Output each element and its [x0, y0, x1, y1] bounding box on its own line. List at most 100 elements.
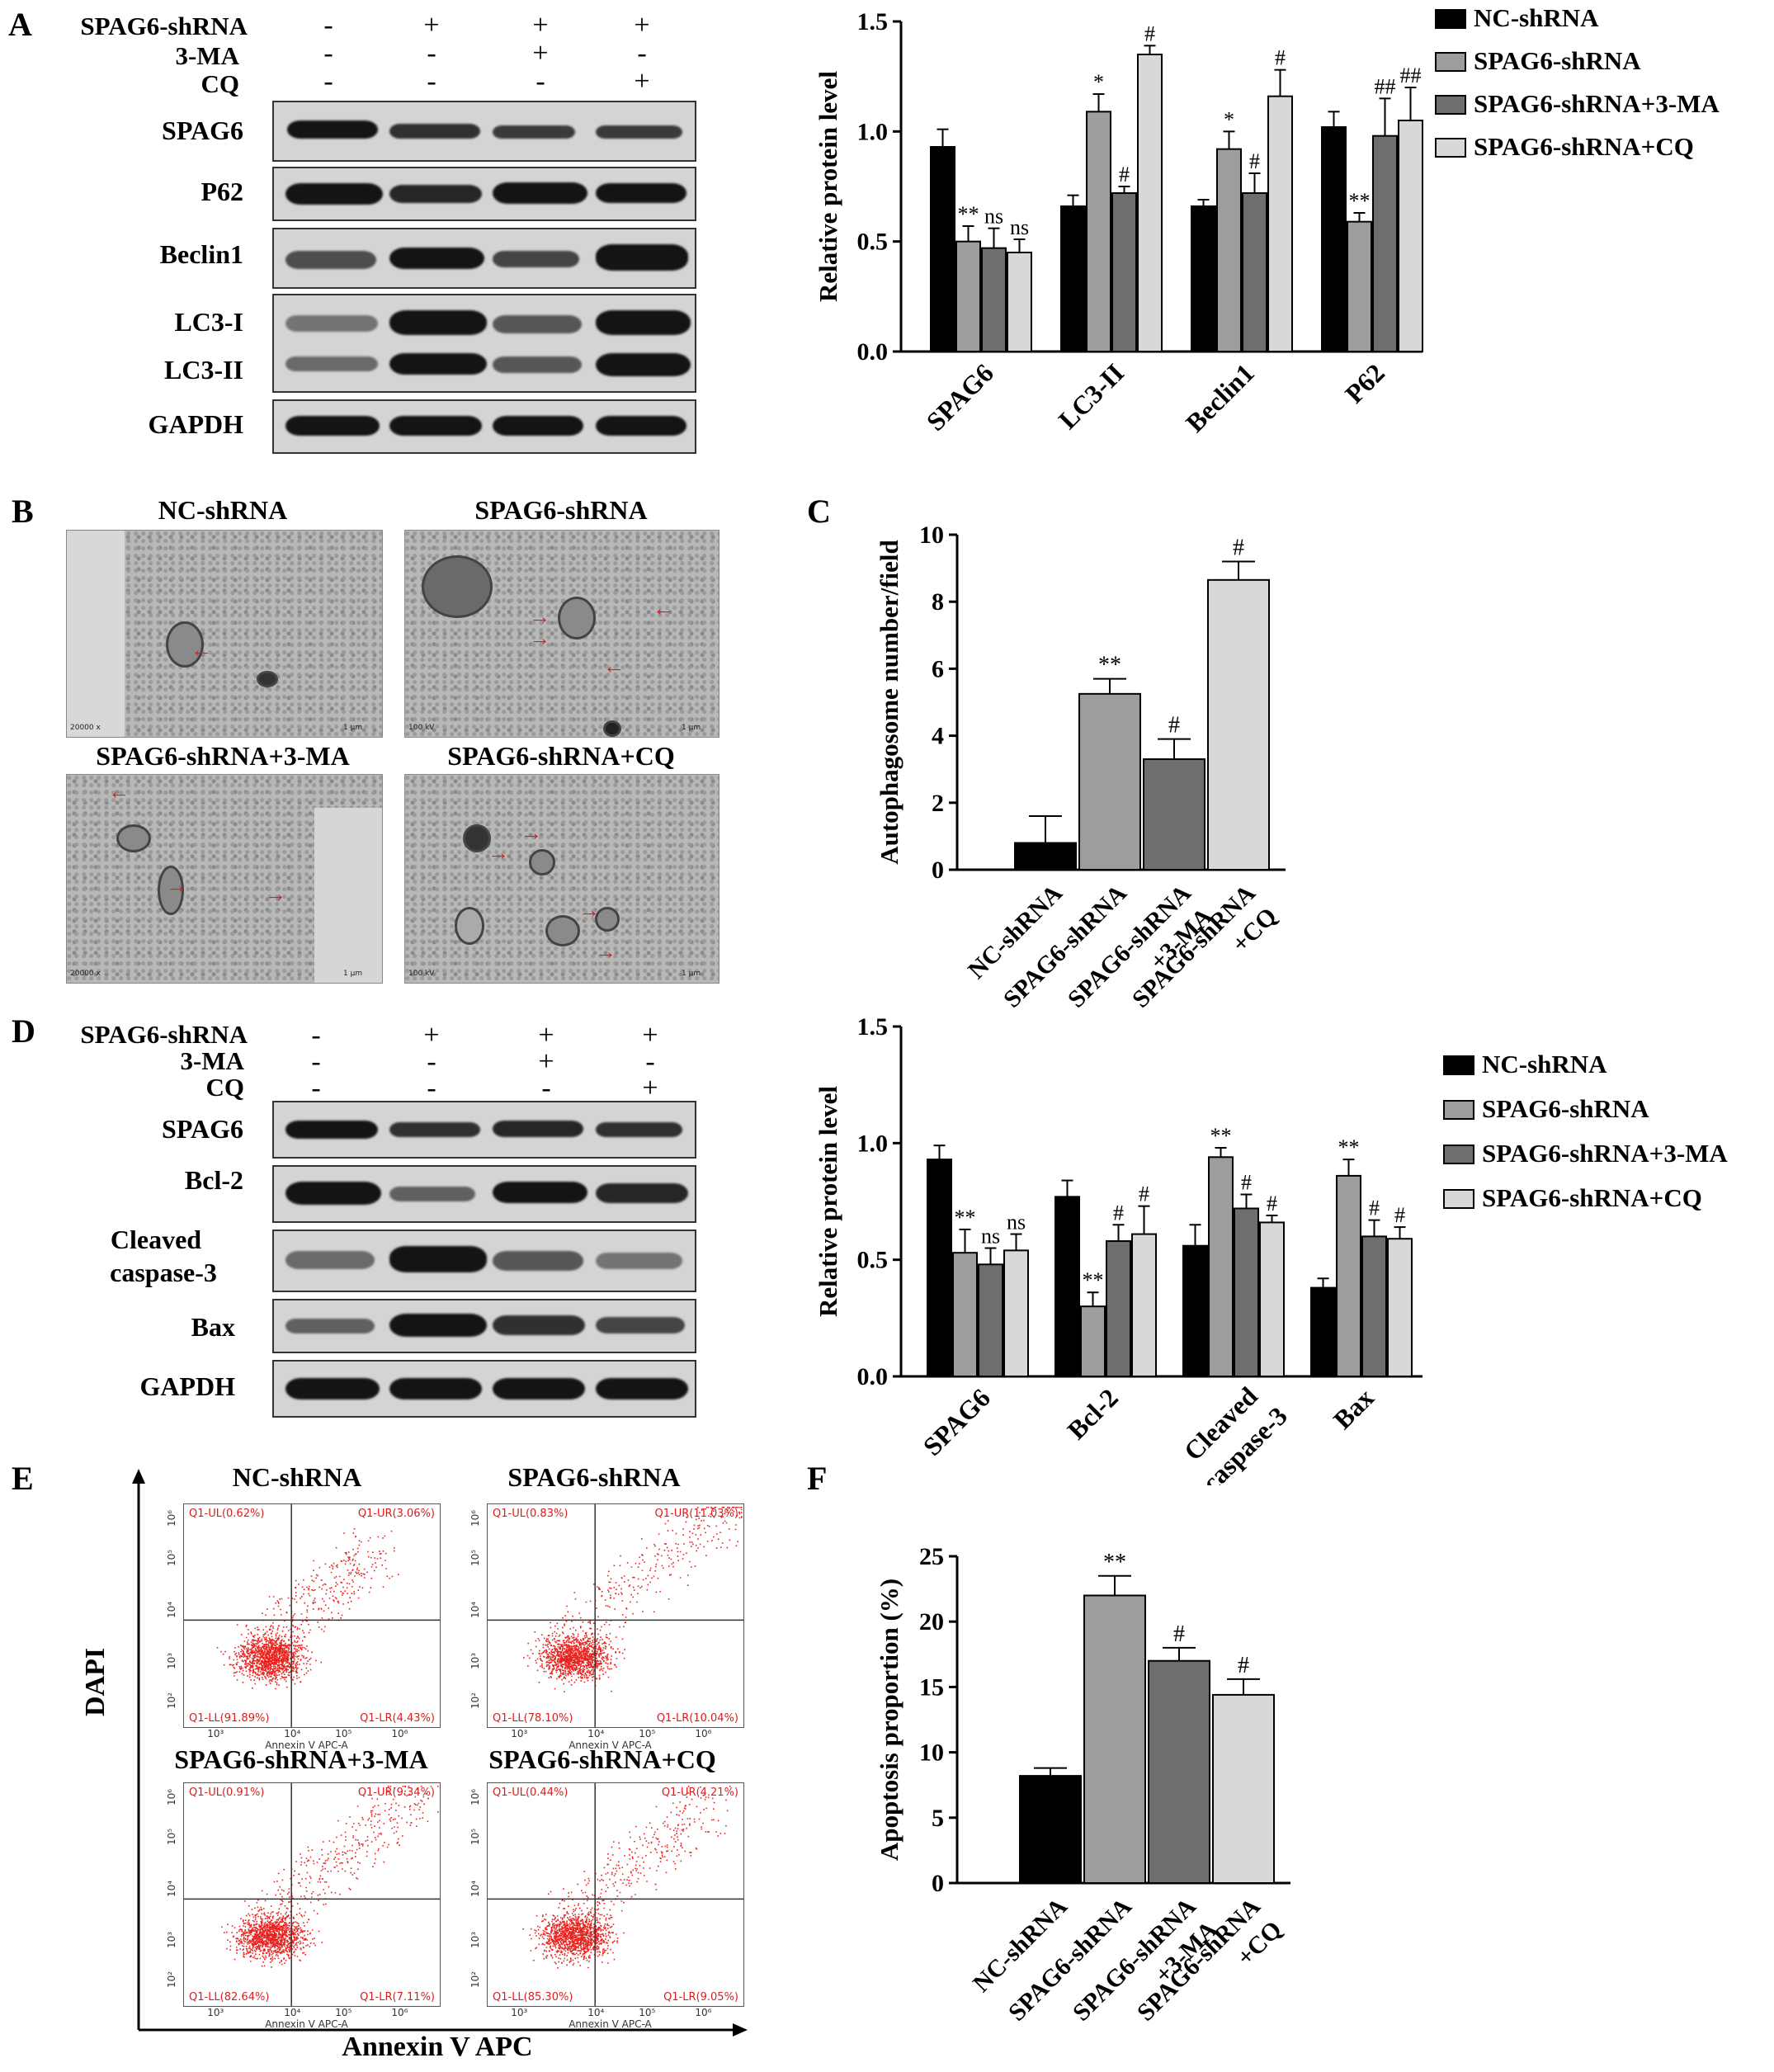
blot-lc3 [272, 294, 696, 393]
em-scale-text: 100 kV [408, 724, 435, 732]
x-tick-label: Bax [1328, 1382, 1380, 1434]
treatment-sign: - [323, 38, 333, 68]
y-tick-label: 0.5 [857, 1247, 889, 1274]
bar [1078, 692, 1141, 871]
flow-tick-label: 10⁵ [469, 1550, 482, 1567]
flow-tick-label: 10⁶ [391, 2007, 408, 2018]
y-tick-label: 1.0 [857, 1130, 889, 1157]
bar [981, 247, 1007, 352]
flow-tick-label: 10² [166, 1692, 178, 1710]
treatment-sign: - [323, 10, 333, 40]
x-tick-label: LC3-II [1053, 357, 1130, 434]
significance-mark: ** [1349, 189, 1371, 213]
autophagosome-arrow-icon: → [529, 605, 550, 629]
flow-y-label: DAPI [80, 1647, 111, 1716]
flow-events [522, 1786, 731, 1969]
panel-letter-c: C [807, 493, 831, 530]
blot-cleaved-caspase3 [272, 1230, 696, 1292]
flow-tick-label: 10³ [511, 1728, 528, 1739]
y-axis-label: Relative protein level [814, 71, 842, 302]
y-axis-label: Relative protein level [814, 1086, 842, 1317]
panel-letter-e: E [12, 1460, 34, 1497]
treatment-sign: + [538, 1020, 554, 1050]
bar [1111, 192, 1137, 352]
quadrant-label: Q1-UL(0.91%) [189, 1786, 265, 1799]
treatment-sign: + [423, 10, 440, 40]
flow-events [216, 1527, 399, 1690]
y-tick-label: 0.0 [857, 338, 889, 366]
flow-tick-label: 10⁵ [335, 2007, 352, 2018]
significance-mark: * [1093, 70, 1104, 94]
y-tick-label: 2 [932, 790, 944, 817]
condition-label: CQ [205, 1073, 245, 1102]
flow-title: SPAG6-shRNA [507, 1462, 681, 1492]
significance-mark: # [1113, 1201, 1124, 1225]
bar [1086, 111, 1111, 352]
significance-mark: ** [1338, 1135, 1360, 1159]
y-tick-label: 1.5 [857, 1013, 889, 1041]
flow-tick-label: 10⁴ [587, 2007, 605, 2018]
significance-mark: ns [1007, 1211, 1026, 1234]
flow-axis-label: Annexin V APC-A [569, 2018, 652, 2030]
bar [1234, 1207, 1259, 1377]
autophagosome-arrow-icon: → [529, 626, 550, 650]
legend-label: NC-shRNA [1482, 1050, 1607, 1078]
bar [1372, 135, 1398, 353]
condition-label: SPAG6-shRNA [80, 12, 248, 40]
flow-tick-label: 10⁶ [391, 1728, 408, 1739]
autophagosome-arrow-icon: ← [191, 638, 212, 662]
quadrant-label: Q1-LR(7.11%) [360, 1991, 435, 2004]
quadrant-label: Q1-UR(9.34%) [357, 1786, 435, 1799]
legend-label: SPAG6-shRNA+CQ [1482, 1183, 1702, 1212]
bar [1182, 1244, 1208, 1377]
x-tick-label: Beclin1 [1180, 357, 1260, 437]
bar [1321, 126, 1347, 352]
significance-mark: ** [1098, 653, 1121, 678]
x-tick-label: Bcl-2 [1061, 1382, 1124, 1445]
bar [1106, 1240, 1131, 1378]
treatment-sign: + [423, 1020, 440, 1050]
legend-swatch [1435, 52, 1466, 72]
blot-label: LC3-I [174, 307, 243, 337]
bar [1310, 1286, 1336, 1377]
flow-tick-label: 10⁶ [695, 2007, 712, 2018]
bar [1242, 192, 1267, 352]
y-tick-label: 1.5 [857, 8, 889, 35]
significance-mark: ** [1083, 1268, 1104, 1292]
significance-mark: ** [1103, 1550, 1126, 1575]
bar [955, 240, 981, 352]
quadrant-label: Q1-LR(10.04%) [656, 1712, 738, 1725]
legend-swatch [1435, 138, 1466, 158]
treatment-sign: - [427, 1046, 436, 1077]
flow-events [221, 1786, 439, 1968]
y-tick-label: 15 [919, 1673, 944, 1701]
blot-bcl2 [272, 1165, 696, 1223]
flow-tick-label: 10³ [207, 1728, 224, 1739]
blot-label: GAPDH [148, 409, 243, 439]
em-image-nc: ← 20000 x 1 μm [66, 530, 383, 738]
y-tick-label: 6 [932, 655, 944, 682]
flow-tick-label: 10⁵ [166, 1550, 178, 1567]
quadrant-label: Q1-LL(91.89%) [189, 1712, 270, 1725]
condition-label: CQ [201, 69, 240, 98]
flow-tick-label: 10² [469, 1971, 482, 1989]
flow-tick-label: 10² [166, 1971, 178, 1989]
em-image-3ma: ← → → 20000 x 1 μm [66, 774, 383, 984]
bar [1336, 1174, 1361, 1377]
y-tick-label: 0 [932, 1870, 944, 1897]
blot-beclin1 [272, 228, 696, 289]
bar [1267, 95, 1293, 353]
legend-swatch [1435, 95, 1466, 115]
flow-axis-label: Annexin V APC-A [265, 2018, 348, 2030]
blot-gapdh [272, 399, 696, 454]
bar [1054, 1196, 1080, 1377]
significance-mark: ns [984, 205, 1003, 229]
em-image-cq: → → → → 100 kV 1 μm [404, 774, 720, 984]
legend-swatch [1435, 9, 1466, 29]
significance-mark: # [1369, 1196, 1380, 1220]
treatment-sign: - [311, 1020, 321, 1050]
em-scale-text: 20000 x [70, 970, 101, 978]
